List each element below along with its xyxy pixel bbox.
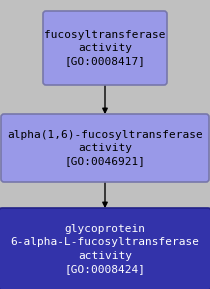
FancyBboxPatch shape (43, 11, 167, 85)
Text: alpha(1,6)-fucosyltransferase
activity
[GO:0046921]: alpha(1,6)-fucosyltransferase activity [… (7, 130, 203, 166)
FancyBboxPatch shape (1, 114, 209, 182)
Text: glycoprotein
6-alpha-L-fucosyltransferase
activity
[GO:0008424]: glycoprotein 6-alpha-L-fucosyltransferas… (10, 224, 199, 274)
FancyBboxPatch shape (0, 208, 210, 289)
Text: fucosyltransferase
activity
[GO:0008417]: fucosyltransferase activity [GO:0008417] (44, 30, 166, 66)
